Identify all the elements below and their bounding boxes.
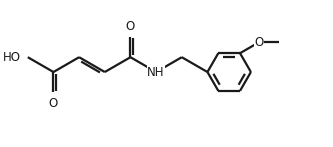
Text: O: O bbox=[49, 97, 58, 110]
Text: O: O bbox=[126, 20, 135, 32]
Text: O: O bbox=[254, 36, 263, 49]
Text: HO: HO bbox=[3, 51, 21, 64]
Text: NH: NH bbox=[148, 66, 165, 78]
